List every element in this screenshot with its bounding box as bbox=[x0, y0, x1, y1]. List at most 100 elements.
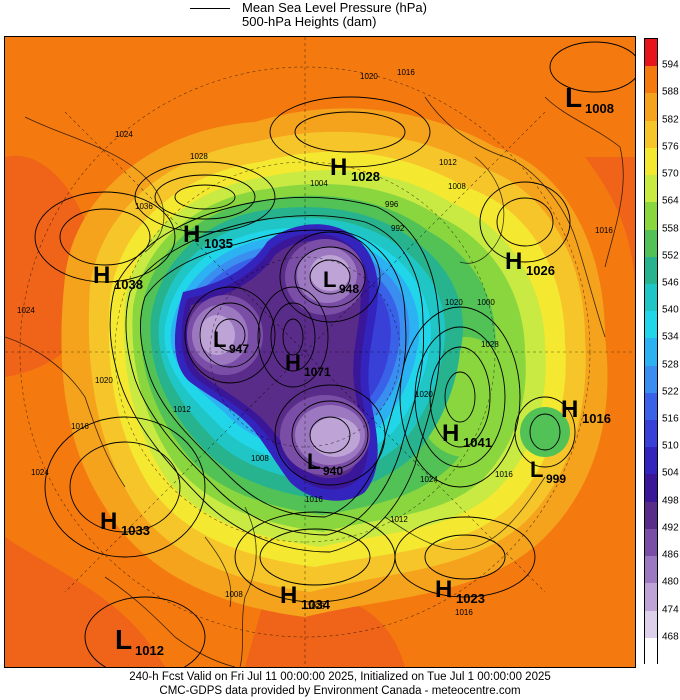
colorbar-swatch bbox=[645, 175, 657, 203]
colorbar-swatch bbox=[645, 229, 657, 258]
isobar-labels: 1020 1016 1024 1028 1012 1004 996 992 10… bbox=[17, 68, 613, 617]
system-letter: H bbox=[435, 576, 452, 603]
system-letter: H bbox=[183, 221, 200, 248]
system-l-940: L 940 bbox=[307, 449, 343, 478]
coastlines bbox=[5, 96, 624, 667]
system-value: 1028 bbox=[351, 169, 380, 184]
isobar-label: 1020 bbox=[360, 72, 378, 81]
isobar-label: 992 bbox=[391, 224, 405, 233]
system-h-1041: H 1041 bbox=[442, 420, 492, 450]
system-value: 947 bbox=[229, 342, 249, 356]
height-474-west bbox=[199, 315, 235, 355]
system-letter: L bbox=[115, 624, 132, 655]
colorbar-swatch bbox=[645, 501, 657, 530]
isobar-label: 1008 bbox=[448, 182, 466, 191]
colorbar-label: 498 bbox=[662, 495, 679, 507]
isobar-label: 1028 bbox=[307, 602, 325, 611]
colorbar-swatch bbox=[645, 256, 657, 285]
system-letter: L bbox=[565, 82, 582, 113]
system-value: 1008 bbox=[585, 101, 614, 116]
system-value: 1012 bbox=[135, 643, 164, 658]
footer: 240-h Fcst Valid on Fri Jul 11 00:00:00 … bbox=[0, 670, 680, 698]
isobar-label: 1016 bbox=[397, 68, 415, 77]
colorbar-label: 594 bbox=[662, 59, 679, 71]
colorbar-label: 480 bbox=[662, 576, 679, 588]
system-value: 1023 bbox=[456, 591, 485, 606]
system-value: 940 bbox=[323, 464, 343, 478]
system-letter: L bbox=[307, 449, 320, 474]
pressure-systems: L 1008 H 1028 H 1035 H 1038 L 948 H 1026 L 947 … bbox=[93, 82, 614, 658]
colorbar-swatch bbox=[645, 447, 657, 475]
system-l-947: L 947 bbox=[213, 327, 249, 356]
colorbar-swatch bbox=[645, 39, 657, 67]
legend-header: Mean Sea Level Pressure (hPa) 500-hPa He… bbox=[190, 0, 490, 34]
system-letter: H bbox=[330, 154, 347, 181]
colorbar-label: 492 bbox=[662, 522, 679, 534]
isobar-label: 1004 bbox=[310, 179, 328, 188]
system-h-1023: H 1023 bbox=[435, 576, 485, 606]
system-value: 999 bbox=[546, 472, 566, 486]
system-h-1071: H 1071 bbox=[285, 350, 331, 379]
colorbar-label: 504 bbox=[662, 467, 679, 479]
isobar-label: 1016 bbox=[455, 608, 473, 617]
system-letter: H bbox=[505, 248, 522, 275]
system-letter: H bbox=[100, 508, 117, 535]
colorbar-swatch bbox=[645, 610, 657, 639]
system-h-1028: H 1028 bbox=[330, 154, 380, 184]
isobar-label: 1024 bbox=[31, 468, 49, 477]
colorbar-swatch bbox=[645, 338, 657, 367]
isobar-label: 1036 bbox=[135, 202, 153, 211]
colorbar-swatch bbox=[645, 311, 657, 339]
colorbar-label: 468 bbox=[662, 631, 679, 643]
isobar-label: 1008 bbox=[251, 454, 269, 463]
colorbar-swatch bbox=[645, 583, 657, 612]
isobar-label: 1012 bbox=[439, 158, 457, 167]
colorbar-swatch bbox=[645, 283, 657, 312]
system-h-1026: H 1026 bbox=[505, 248, 555, 278]
system-value: 1026 bbox=[526, 263, 555, 278]
isobar-label: 1020 bbox=[95, 376, 113, 385]
colorbar-swatch bbox=[645, 202, 657, 230]
isobar-label: 1016 bbox=[71, 422, 89, 431]
colorbar-swatch bbox=[645, 556, 657, 584]
colorbar-label: 552 bbox=[662, 250, 679, 262]
graticule bbox=[5, 37, 635, 667]
system-value: 1033 bbox=[121, 523, 150, 538]
system-h-1038: H 1038 bbox=[93, 262, 143, 292]
system-letter: H bbox=[285, 350, 301, 375]
isobar-label: 1012 bbox=[173, 405, 191, 414]
system-value: 1034 bbox=[301, 597, 331, 612]
system-value: 1016 bbox=[582, 411, 611, 426]
system-letter: H bbox=[561, 396, 578, 423]
colorbar-label: 486 bbox=[662, 549, 679, 561]
warm-region-southwest bbox=[5, 537, 165, 667]
colorbar-swatch bbox=[645, 66, 657, 94]
isobars bbox=[34, 41, 635, 667]
colorbar-swatch bbox=[645, 120, 657, 149]
system-letter: L bbox=[530, 457, 543, 482]
system-h-1033: H 1033 bbox=[100, 508, 150, 538]
system-value: 948 bbox=[339, 282, 359, 296]
colorbar-label: 474 bbox=[662, 604, 679, 616]
system-l-1012: L 1012 bbox=[115, 624, 164, 658]
isobar-label: 1020 bbox=[415, 390, 433, 399]
system-letter: H bbox=[442, 420, 459, 447]
colorbar-label: 522 bbox=[662, 386, 679, 398]
colorbar-label: 540 bbox=[662, 304, 679, 316]
system-l-948: L 948 bbox=[323, 267, 359, 296]
system-value: 1038 bbox=[114, 277, 143, 292]
isobar-label: 1020 bbox=[445, 298, 463, 307]
system-value: 1071 bbox=[304, 365, 331, 379]
colorbar-swatch bbox=[645, 93, 657, 122]
colorbar-swatch bbox=[645, 420, 657, 448]
legend-fill-label: 500-hPa Heights (dam) bbox=[242, 14, 377, 29]
colorbar-label: 564 bbox=[662, 195, 679, 207]
system-letter: H bbox=[93, 262, 110, 289]
colorbar-label: 534 bbox=[662, 331, 679, 343]
colorbar-label: 582 bbox=[662, 114, 679, 126]
isobar-label: 1024 bbox=[420, 475, 438, 484]
colorbar-label: 576 bbox=[662, 141, 679, 153]
height-552-east-low bbox=[520, 407, 570, 457]
isobar-label: 1016 bbox=[595, 226, 613, 235]
colorbar-label: 546 bbox=[662, 277, 679, 289]
